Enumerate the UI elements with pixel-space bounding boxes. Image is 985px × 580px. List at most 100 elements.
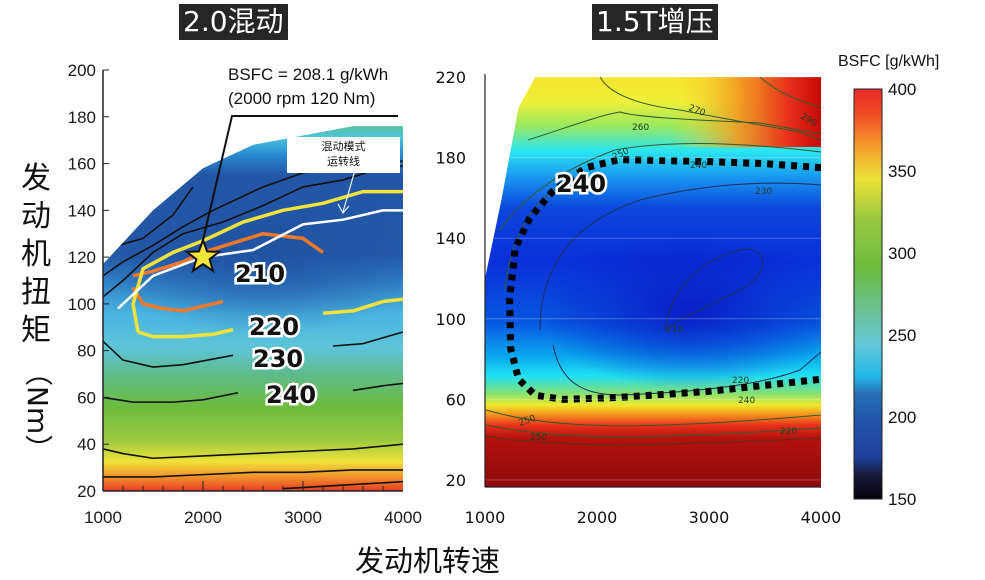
contour-label-240: 240 bbox=[266, 381, 316, 409]
x-tick-label: 4000 bbox=[801, 508, 842, 527]
contour-line bbox=[504, 179, 571, 291]
y-tick-label: 140 bbox=[68, 201, 96, 220]
colorbar-tick-label: 350 bbox=[888, 162, 916, 181]
right-contour-lines bbox=[485, 77, 821, 446]
contour-label-240-right: 240 bbox=[556, 170, 606, 198]
colorbar-ticks: 400 350 300 250 200 150 bbox=[888, 80, 916, 509]
contour-line-220 bbox=[322, 297, 403, 315]
note-line1: 混动模式 bbox=[321, 140, 366, 153]
operating-line bbox=[117, 209, 403, 310]
small-contour-label: 220 bbox=[780, 427, 797, 437]
best-point-star-icon bbox=[184, 237, 222, 274]
right-map-top-hot bbox=[485, 77, 821, 147]
small-contour-label: 260 bbox=[632, 123, 649, 133]
operating-line-arrow bbox=[342, 169, 356, 213]
contour-line-220 bbox=[131, 189, 403, 333]
x-tick-label: 1000 bbox=[84, 508, 122, 527]
right-x-ticks: 1000 2000 3000 4000 bbox=[465, 508, 842, 527]
y-axis-label-char: 动 bbox=[21, 199, 51, 234]
y-tick-label: 80 bbox=[77, 342, 96, 361]
contour-line-230 bbox=[103, 340, 234, 368]
left-map-core bbox=[103, 165, 403, 335]
contour-line-210 bbox=[132, 231, 325, 278]
y-tick-label: 140 bbox=[435, 229, 466, 248]
y-axis-label-char: 矩 bbox=[21, 313, 51, 348]
small-contour-label: 240 bbox=[738, 396, 755, 406]
x-tick-label: 1000 bbox=[465, 508, 506, 527]
left-chart-title: 2.0混动 bbox=[179, 4, 288, 40]
contour-line bbox=[759, 77, 821, 109]
y-tick-label: 60 bbox=[446, 390, 466, 409]
contour-line bbox=[539, 182, 821, 331]
y-tick-label: 120 bbox=[68, 248, 96, 267]
contour-line-250 bbox=[103, 443, 403, 460]
bsfc-annotation-line1: BSFC = 208.1 g/kWh bbox=[228, 65, 388, 84]
contour-line-250 bbox=[117, 186, 194, 247]
contour-line bbox=[599, 77, 821, 141]
left-contour-lines bbox=[103, 160, 403, 490]
contour-line-230 bbox=[103, 165, 403, 298]
note-line2: 运转线 bbox=[327, 155, 360, 168]
colorbar-title: BSFC [g/kWh] bbox=[838, 53, 939, 70]
contour-line-240 bbox=[352, 382, 403, 392]
contour-line bbox=[499, 143, 821, 231]
left-x-ticks: 1000 2000 3000 4000 bbox=[84, 481, 422, 527]
colorbar-scale bbox=[853, 88, 883, 500]
contour-line-230 bbox=[332, 331, 403, 347]
y-tick-label: 20 bbox=[446, 471, 466, 490]
arrow-head-icon bbox=[337, 203, 350, 215]
y-tick-label: 100 bbox=[68, 295, 96, 314]
y-tick-label: 20 bbox=[77, 482, 96, 501]
right-map-core bbox=[540, 230, 821, 390]
colorbar-tick-label: 200 bbox=[888, 408, 916, 427]
left-y-ticks: 20 40 60 80 100 120 140 160 180 200 bbox=[68, 61, 109, 501]
contour-line-270 bbox=[103, 469, 403, 478]
y-axis-label-char: 扭 bbox=[21, 275, 51, 310]
annotation-leader-line bbox=[199, 115, 398, 254]
right-chart-title: 1.5T增压 bbox=[592, 4, 718, 40]
colorbar-tick-label: 250 bbox=[888, 326, 916, 345]
y-axis-unit: （Nm） bbox=[21, 358, 54, 463]
contour-line bbox=[485, 424, 821, 438]
bsfc-annotation-line2: (2000 rpm 120 Nm) bbox=[228, 89, 375, 108]
x-tick-label: 2000 bbox=[184, 508, 222, 527]
x-tick-label: 3000 bbox=[284, 508, 322, 527]
x-axis-label: 发动机转速 bbox=[355, 544, 501, 578]
x-tick-label: 3000 bbox=[689, 508, 730, 527]
x-tick-label: 2000 bbox=[577, 508, 618, 527]
y-tick-label: 60 bbox=[77, 388, 96, 407]
small-contour-label: 250 bbox=[530, 433, 547, 443]
y-tick-label: 160 bbox=[68, 155, 96, 174]
contour-line bbox=[485, 409, 821, 427]
contour-line bbox=[664, 249, 763, 332]
right-bsfc-map: 270 290 260 250 240 230 210 220 240 220 … bbox=[435, 68, 841, 527]
colorbar-tick-label: 300 bbox=[888, 244, 916, 263]
contour-line-220 bbox=[137, 327, 234, 339]
contour-line-210 bbox=[131, 286, 224, 313]
small-contour-label: 210 bbox=[666, 325, 683, 335]
y-axis-label: 发 动 机 扭 矩 （Nm） bbox=[18, 160, 54, 462]
operating-line-note: 混动模式 运转线 bbox=[287, 137, 400, 173]
y-tick-label: 40 bbox=[77, 435, 96, 454]
right-y-ticks: 20 60 100 140 180 220 bbox=[435, 68, 821, 490]
small-contour-label: 230 bbox=[755, 187, 772, 197]
y-tick-label: 200 bbox=[68, 61, 96, 80]
x-tick-label: 4000 bbox=[384, 508, 422, 527]
left-bsfc-map: 20 40 60 80 100 120 140 160 180 200 1000 2000 3000 4… bbox=[68, 61, 422, 527]
small-contour-label: 240 bbox=[690, 161, 707, 171]
small-contour-label: 220 bbox=[732, 376, 749, 386]
y-tick-label: 100 bbox=[435, 310, 466, 329]
bsfc-240-dotted-line bbox=[506, 156, 821, 403]
contour-label-230: 230 bbox=[253, 345, 303, 373]
contour-line bbox=[485, 435, 821, 446]
y-tick-label: 180 bbox=[435, 149, 466, 168]
colorbar: BSFC [g/kWh] 400 350 300 250 200 150 bbox=[838, 53, 939, 509]
contour-label-210: 210 bbox=[235, 260, 285, 288]
y-axis-label-char: 机 bbox=[21, 237, 51, 272]
y-tick-label: 180 bbox=[68, 108, 96, 127]
y-tick-label: 220 bbox=[435, 68, 466, 87]
colorbar-tick-label: 150 bbox=[888, 490, 916, 509]
contour-line-240 bbox=[103, 391, 239, 403]
y-axis-label-char: 发 bbox=[21, 161, 51, 196]
